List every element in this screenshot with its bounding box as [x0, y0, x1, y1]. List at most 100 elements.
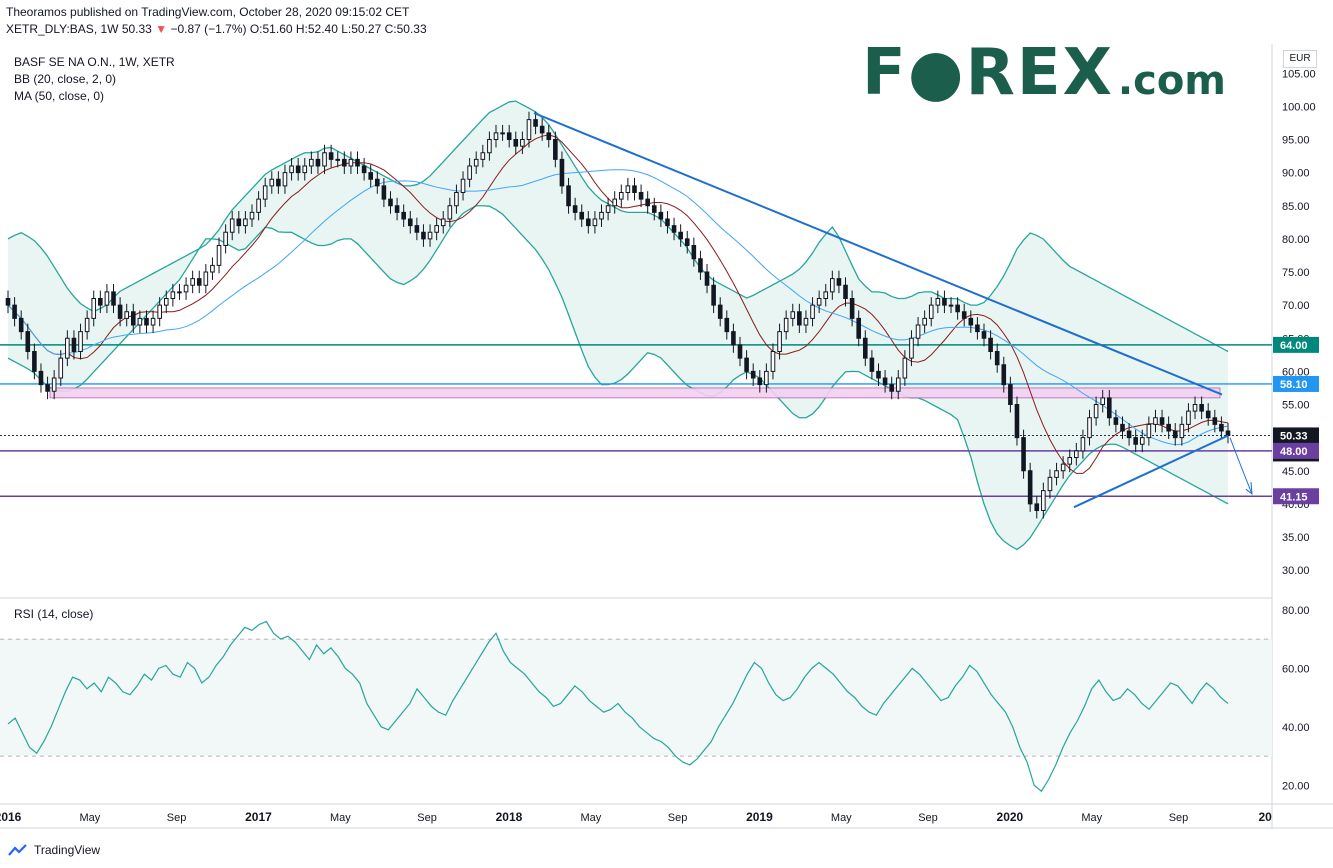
candle	[744, 357, 749, 372]
candle	[737, 344, 743, 359]
candle	[38, 370, 44, 386]
price-tick-label: 105.00	[1282, 68, 1316, 80]
rsi-tick-label: 20.00	[1282, 780, 1310, 792]
candle	[196, 278, 202, 286]
descending-trendline	[533, 112, 1223, 396]
candle	[1159, 417, 1165, 425]
candle	[513, 139, 519, 147]
candle	[994, 351, 1000, 366]
candle	[117, 304, 123, 319]
logo-suffix: .com	[1117, 58, 1226, 104]
time-tick-label: Sep	[668, 812, 688, 824]
candle	[586, 218, 591, 227]
price-tick-label: 55.00	[1282, 400, 1310, 412]
candle	[526, 119, 532, 140]
candle	[645, 198, 650, 207]
candle	[130, 311, 136, 326]
rsi-label[interactable]: RSI (14, close)	[14, 607, 94, 621]
candle	[849, 298, 855, 319]
candle	[243, 218, 248, 227]
time-tick-label: May	[831, 812, 852, 824]
symbol-title[interactable]: BASF SE NA O.N., 1W, XETR	[14, 55, 175, 69]
logo-main: F●REX	[862, 36, 1114, 110]
candle	[651, 205, 657, 213]
level-tag: 41.15	[1273, 488, 1319, 505]
candle	[1060, 463, 1066, 472]
level-tag: 58.10	[1273, 375, 1319, 392]
candle	[935, 298, 941, 306]
candle	[1100, 397, 1106, 405]
candle	[427, 231, 433, 240]
candle	[170, 291, 176, 299]
candle	[348, 158, 354, 167]
currency-badge[interactable]: EUR	[1283, 50, 1317, 68]
level-tag-label: 48.00	[1280, 446, 1308, 458]
candle	[355, 158, 360, 167]
candle	[315, 158, 321, 167]
candle	[150, 317, 156, 326]
down-arrow-icon: ▼	[155, 22, 168, 36]
candle	[1172, 430, 1178, 439]
forex-logo: F●REX .com	[862, 36, 1226, 110]
candle	[65, 337, 70, 359]
candle	[1021, 437, 1026, 472]
candle	[1153, 417, 1158, 425]
candle	[1054, 470, 1059, 478]
candle	[342, 158, 347, 167]
price-tick-label: 95.00	[1282, 135, 1310, 147]
time-tick-label: May	[330, 812, 351, 824]
candle	[1120, 423, 1125, 432]
candle	[856, 317, 862, 339]
candle	[282, 172, 288, 187]
candle	[1186, 410, 1191, 425]
time-tick-label: 2018	[496, 810, 523, 824]
candle	[111, 291, 116, 306]
candle	[216, 245, 222, 266]
candle	[1041, 490, 1046, 511]
candle	[98, 298, 103, 306]
candle	[928, 304, 934, 319]
candle	[1008, 384, 1013, 405]
candle	[183, 284, 189, 293]
candle	[698, 258, 703, 273]
candle	[407, 218, 413, 227]
candle	[1219, 423, 1224, 432]
price-tick-label: 30.00	[1282, 565, 1310, 577]
level-tag-bg	[1273, 442, 1319, 459]
level-tag: 64.00	[1273, 336, 1319, 353]
price-tick-label: 45.00	[1282, 466, 1310, 478]
candle	[612, 198, 618, 207]
candle	[32, 351, 37, 372]
candle	[421, 231, 426, 240]
candle	[981, 331, 987, 339]
candle	[78, 331, 83, 352]
candle	[869, 357, 875, 372]
time-tick-label: 20	[1259, 810, 1273, 824]
publisher-line: Theoramos published on TradingView.com, …	[6, 5, 410, 19]
candle	[783, 317, 789, 333]
rsi-pane	[0, 620, 1272, 793]
bollinger-label[interactable]: BB (20, close, 2, 0)	[14, 72, 117, 86]
candle	[1139, 437, 1145, 445]
candle	[361, 165, 367, 174]
candle	[1179, 423, 1185, 439]
time-tick-label: 2017	[245, 810, 272, 824]
level-tag-bg	[1273, 375, 1319, 392]
footer-brand[interactable]: TradingView	[34, 843, 101, 857]
ma-label[interactable]: MA (50, close, 0)	[14, 89, 105, 103]
candle	[922, 317, 927, 326]
level-tag-label: 58.10	[1280, 379, 1308, 391]
symbol-label[interactable]: XETR_DLY:BAS, 1W	[6, 22, 119, 36]
level-tag: 48.00	[1273, 442, 1319, 459]
candle	[704, 271, 710, 286]
rsi-band-fill	[0, 639, 1272, 757]
price-tick-label: 85.00	[1282, 201, 1310, 213]
candle	[876, 370, 881, 379]
candle	[374, 178, 380, 187]
candle	[12, 304, 17, 319]
candle	[84, 317, 90, 333]
candle	[1027, 470, 1033, 505]
candle	[335, 158, 341, 161]
candle	[177, 291, 182, 294]
candle	[843, 284, 848, 299]
